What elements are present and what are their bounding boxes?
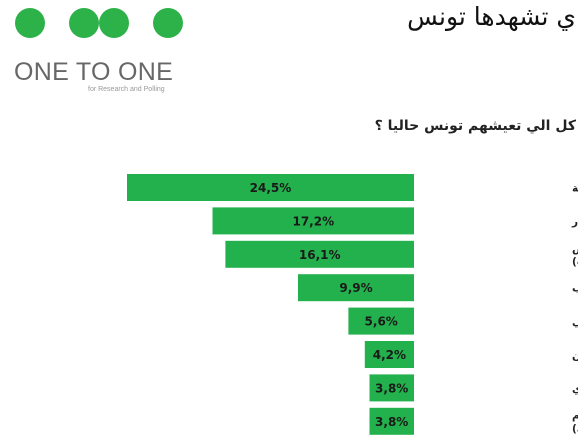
- brand-dot-icon: [69, 8, 99, 38]
- chart-bar: [364, 341, 414, 368]
- bar-value-label: 24,5%: [250, 181, 292, 195]
- category-label: عدم الإستقرار السياسي: [572, 316, 578, 328]
- category-label: الفساد المالي و الإداري: [572, 383, 578, 395]
- chart-bar: [369, 374, 414, 402]
- chart-bar: [127, 174, 414, 201]
- bar-value-label: 3,8%: [375, 381, 408, 395]
- category-label: / فساد السياسيين و عدم: [572, 410, 578, 422]
- bar-value-label: 16,1%: [299, 248, 341, 262]
- chart-bar: [298, 274, 414, 302]
- chart-bar: [348, 307, 414, 335]
- page-title: ي تشهدها تونس: [407, 2, 576, 31]
- category-label: قدرة الشرائية/ غلاء الأسعار: [571, 215, 578, 228]
- brand-dot-icon: [15, 8, 45, 38]
- brand-tagline: for Research and Polling: [88, 86, 165, 93]
- brand-dot-icon: [153, 8, 183, 38]
- brand-name: ONE TO ONE: [14, 58, 174, 86]
- chart-bar: [369, 407, 414, 435]
- category-label: و الاستثمارات): [572, 256, 578, 268]
- bar-value-label: 4,2%: [373, 348, 406, 362]
- category-label: الإرهاب: [572, 283, 578, 295]
- bar-value-label: 3,8%: [375, 415, 408, 429]
- chart-bar: [212, 207, 414, 235]
- bar-value-label: 9,9%: [339, 281, 372, 295]
- category-label: ر الحكومة): [572, 423, 578, 435]
- category-label: يونية، عجز الميزانية/ نقص: [572, 243, 578, 255]
- survey-question: كل الي تعيشهم تونس حاليا ؟: [374, 118, 576, 134]
- bar-value-label: 5,6%: [365, 315, 398, 329]
- brand-dot-icon: [99, 8, 129, 38]
- category-label: الأمن: [572, 349, 578, 362]
- chart-bar: [225, 240, 414, 268]
- bar-value-label: 17,2%: [292, 214, 334, 228]
- category-label: البطالة: [572, 183, 578, 195]
